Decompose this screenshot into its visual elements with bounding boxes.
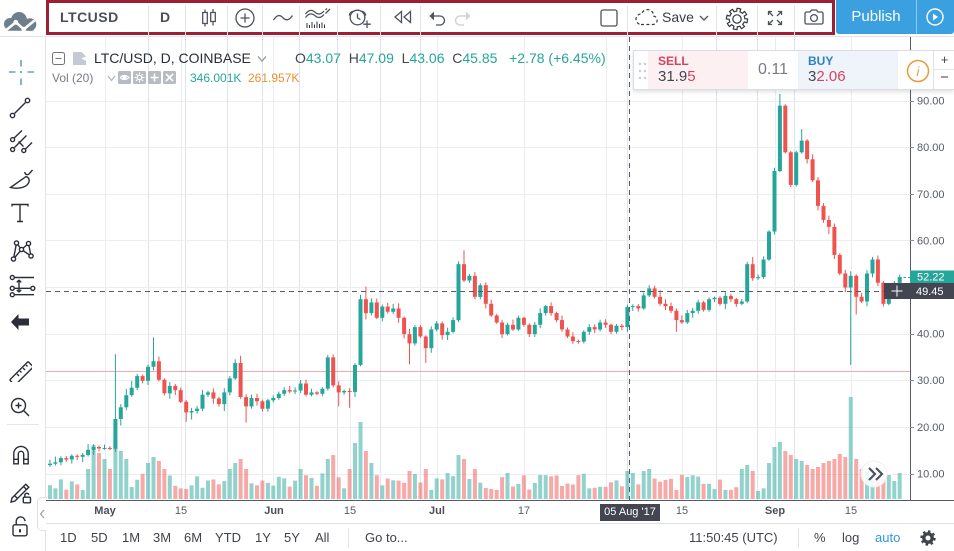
svg-text:90.00: 90.00 <box>917 96 945 108</box>
svg-text:30.00: 30.00 <box>917 375 945 387</box>
svg-text:80.00: 80.00 <box>917 142 945 154</box>
svg-text:52.22: 52.22 <box>917 272 945 284</box>
svg-text:70.00: 70.00 <box>917 189 945 201</box>
svg-text:40.00: 40.00 <box>917 329 945 341</box>
svg-text:10.00: 10.00 <box>917 469 945 481</box>
svg-text:60.00: 60.00 <box>917 235 945 247</box>
svg-text:i: i <box>917 64 921 79</box>
svg-text:20.00: 20.00 <box>917 422 945 434</box>
svg-text:49.45: 49.45 <box>916 286 944 298</box>
